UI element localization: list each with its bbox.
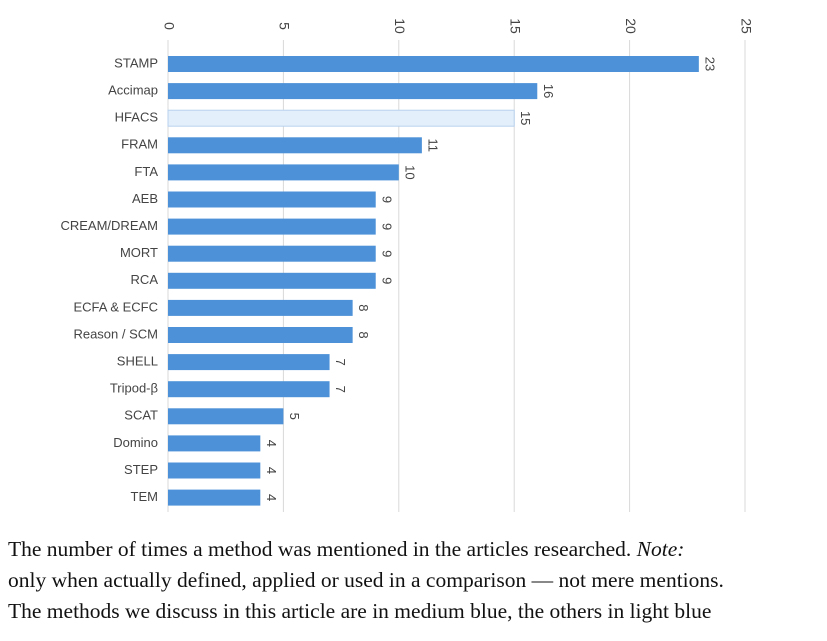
value-label: 23: [702, 57, 717, 71]
x-tick-label: 10: [392, 18, 408, 34]
x-tick-label: 0: [161, 22, 177, 30]
bar: [168, 56, 699, 72]
y-tick-label: SCAT: [124, 408, 158, 423]
value-label: 4: [264, 440, 279, 447]
y-tick-label: HFACS: [115, 110, 159, 125]
value-label: 4: [264, 494, 279, 501]
bar: [168, 245, 376, 262]
bar: [168, 272, 376, 289]
bar: [168, 327, 353, 343]
value-label: 16: [541, 84, 556, 98]
y-tick-label: Domino: [113, 435, 158, 450]
value-label: 9: [379, 250, 394, 257]
y-tick-label: MORT: [120, 245, 158, 260]
value-label: 7: [333, 386, 348, 393]
bar: [168, 381, 330, 398]
y-tick-label: Reason / SCM: [73, 326, 158, 341]
value-label: 11: [425, 139, 440, 153]
value-label: 7: [333, 358, 348, 365]
bar: [168, 218, 376, 235]
bar: [168, 462, 261, 479]
bar: [168, 435, 261, 452]
y-tick-label: CREAM/DREAM: [60, 218, 158, 233]
x-tick-label: 20: [623, 18, 639, 34]
y-tick-label: AEB: [132, 191, 158, 206]
value-label: 10: [402, 165, 417, 179]
caption-note: Note:: [636, 537, 685, 561]
value-label: 15: [518, 111, 533, 125]
x-tick-label: 15: [507, 18, 523, 34]
bar: [168, 299, 353, 316]
value-label: 8: [356, 304, 371, 311]
value-label: 9: [379, 196, 394, 203]
bar: [168, 489, 261, 506]
value-label: 9: [379, 277, 394, 284]
bar: [167, 109, 515, 127]
x-tick-label: 5: [277, 22, 293, 30]
y-tick-label: SHELL: [117, 354, 158, 369]
bar: [168, 191, 376, 208]
bar: [168, 83, 538, 100]
x-tick-label: 25: [738, 18, 754, 34]
y-tick-label: Accimap: [108, 83, 158, 98]
caption-text: The number of times a method was mention…: [8, 537, 632, 561]
value-label: 4: [264, 467, 279, 474]
value-label: 8: [356, 331, 371, 338]
y-tick-label: STEP: [124, 462, 158, 477]
caption-line: The methods we discuss in this article a…: [8, 599, 712, 623]
chart: 0 5 10 15 20 25 STAMP 23 Accimap 16 HFACS 15 FRAM 11 F…: [60, 18, 754, 512]
value-label: 5: [287, 413, 302, 420]
value-label: 9: [379, 223, 394, 230]
y-tick-label: FTA: [134, 164, 158, 179]
y-tick-label: STAMP: [114, 55, 158, 70]
y-tick-label: RCA: [131, 272, 159, 287]
bar: [168, 137, 422, 154]
caption-line: The number of times a method was mention…: [8, 537, 684, 562]
bar: [168, 164, 399, 181]
y-tick-label: ECFA & ECFC: [73, 299, 158, 314]
y-tick-label: Tripod-β: [110, 381, 158, 396]
bar: [168, 354, 330, 371]
y-tick-label: FRAM: [121, 137, 158, 152]
caption-line: only when actually defined, applied or u…: [8, 568, 724, 592]
y-tick-label: TEM: [131, 489, 158, 504]
bar: [168, 408, 284, 425]
